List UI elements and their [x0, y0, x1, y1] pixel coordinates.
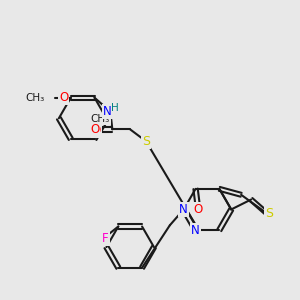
- Text: O: O: [59, 91, 68, 104]
- Text: F: F: [102, 232, 109, 245]
- Text: H: H: [111, 103, 119, 112]
- Text: O: O: [92, 124, 101, 137]
- Text: S: S: [265, 207, 273, 220]
- Text: CH₃: CH₃: [91, 114, 110, 124]
- Text: N: N: [179, 203, 188, 216]
- Text: CH₃: CH₃: [26, 93, 45, 103]
- Text: O: O: [193, 203, 202, 216]
- Text: S: S: [142, 135, 150, 148]
- Text: O: O: [90, 123, 99, 136]
- Text: N: N: [103, 105, 112, 118]
- Text: N: N: [191, 224, 200, 236]
